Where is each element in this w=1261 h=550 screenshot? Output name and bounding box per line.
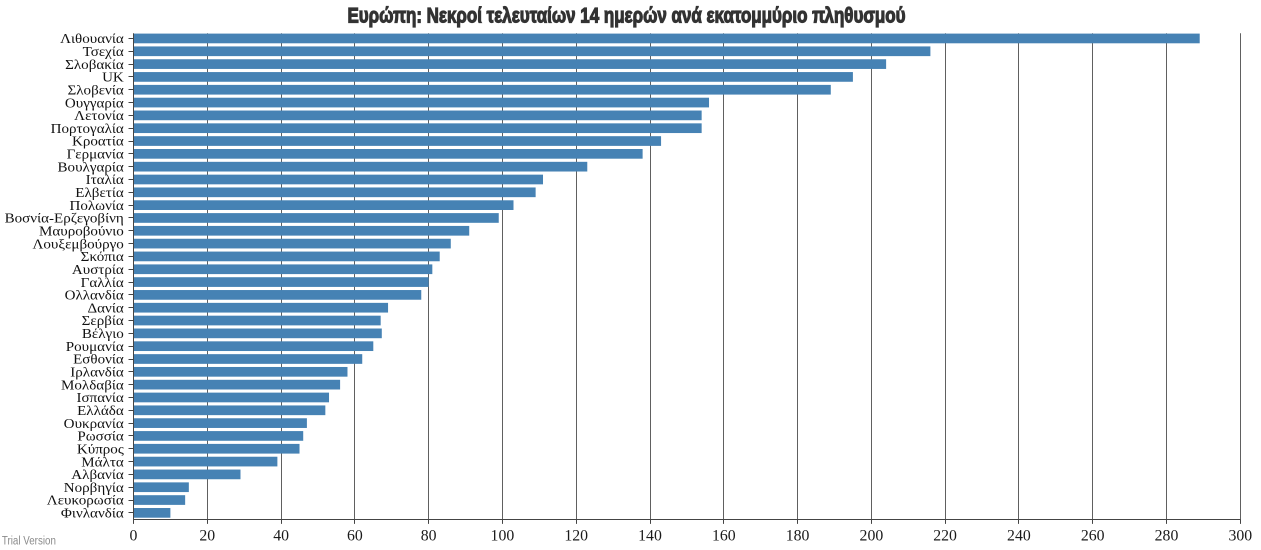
svg-text:Λετονία: Λετονία	[74, 109, 124, 124]
svg-text:Λευκορωσία: Λευκορωσία	[47, 494, 125, 509]
svg-text:Σλοβενία: Σλοβενία	[68, 83, 125, 98]
svg-text:Βουλγαρία: Βουλγαρία	[58, 160, 125, 175]
svg-text:Λουξεμβούργο: Λουξεμβούργο	[33, 237, 124, 252]
svg-text:Μαυροβούνιο: Μαυροβούνιο	[39, 224, 124, 239]
svg-text:Δανία: Δανία	[88, 301, 125, 316]
svg-text:Βέλγιο: Βέλγιο	[82, 327, 124, 342]
svg-text:60: 60	[347, 527, 363, 544]
svg-text:240: 240	[1007, 527, 1031, 544]
svg-text:Φινλανδία: Φινλανδία	[61, 507, 125, 522]
svg-text:200: 200	[860, 527, 884, 544]
svg-text:Ρουμανία: Ρουμανία	[66, 340, 125, 355]
svg-text:300: 300	[1228, 527, 1252, 544]
svg-text:20: 20	[199, 527, 215, 544]
svg-text:Πορτογαλία: Πορτογαλία	[51, 122, 125, 137]
svg-text:Ελβετία: Ελβετία	[75, 186, 124, 201]
svg-text:Κύπρος: Κύπρος	[77, 442, 124, 457]
svg-text:Βοσνία-Ερζεγοβίνη: Βοσνία-Ερζεγοβίνη	[5, 212, 124, 227]
svg-text:280: 280	[1155, 527, 1179, 544]
svg-text:Ολλανδία: Ολλανδία	[65, 289, 125, 304]
svg-text:0: 0	[130, 527, 138, 544]
svg-text:Αλβανία: Αλβανία	[71, 468, 124, 483]
svg-text:Ισπανία: Ισπανία	[77, 391, 125, 406]
svg-text:Ευρώπη: Νεκροί τελευταίων 14 η: Ευρώπη: Νεκροί τελευταίων 14 ημερών ανά …	[348, 4, 906, 28]
svg-text:Νορβηγία: Νορβηγία	[64, 481, 125, 496]
svg-text:Ρωσσία: Ρωσσία	[77, 430, 124, 445]
svg-text:40: 40	[273, 527, 289, 544]
svg-text:80: 80	[421, 527, 437, 544]
svg-text:Ουκρανία: Ουκρανία	[64, 417, 125, 432]
svg-text:Trial Version: Trial Version	[2, 536, 56, 548]
svg-text:UK: UK	[102, 71, 124, 86]
svg-text:Σερβία: Σερβία	[82, 314, 125, 329]
svg-text:180: 180	[786, 527, 810, 544]
svg-text:Πολωνία: Πολωνία	[70, 199, 125, 214]
svg-text:Σκόπια: Σκόπια	[81, 250, 125, 265]
svg-text:Ιταλία: Ιταλία	[86, 173, 125, 188]
svg-text:Ελλάδα: Ελλάδα	[77, 404, 124, 419]
svg-text:Μολδαβία: Μολδαβία	[61, 378, 125, 393]
svg-text:260: 260	[1081, 527, 1105, 544]
svg-text:100: 100	[491, 527, 515, 544]
svg-text:Ιρλανδία: Ιρλανδία	[70, 366, 124, 381]
svg-text:220: 220	[933, 527, 957, 544]
svg-text:Σλοβακία: Σλοβακία	[65, 58, 124, 73]
svg-text:Λιθουανία: Λιθουανία	[60, 32, 124, 47]
svg-text:Γερμανία: Γερμανία	[67, 148, 125, 163]
svg-text:120: 120	[564, 527, 588, 544]
svg-text:Εσθονία: Εσθονία	[73, 353, 124, 368]
svg-text:Γαλλία: Γαλλία	[81, 276, 125, 291]
svg-text:160: 160	[712, 527, 736, 544]
svg-text:Αυστρία: Αυστρία	[72, 263, 125, 278]
svg-text:Τσεχία: Τσεχία	[83, 45, 125, 60]
svg-text:140: 140	[638, 527, 662, 544]
svg-text:Μάλτα: Μάλτα	[81, 455, 124, 470]
svg-text:Κροατία: Κροατία	[72, 135, 125, 150]
svg-text:Ουγγαρία: Ουγγαρία	[65, 96, 125, 111]
